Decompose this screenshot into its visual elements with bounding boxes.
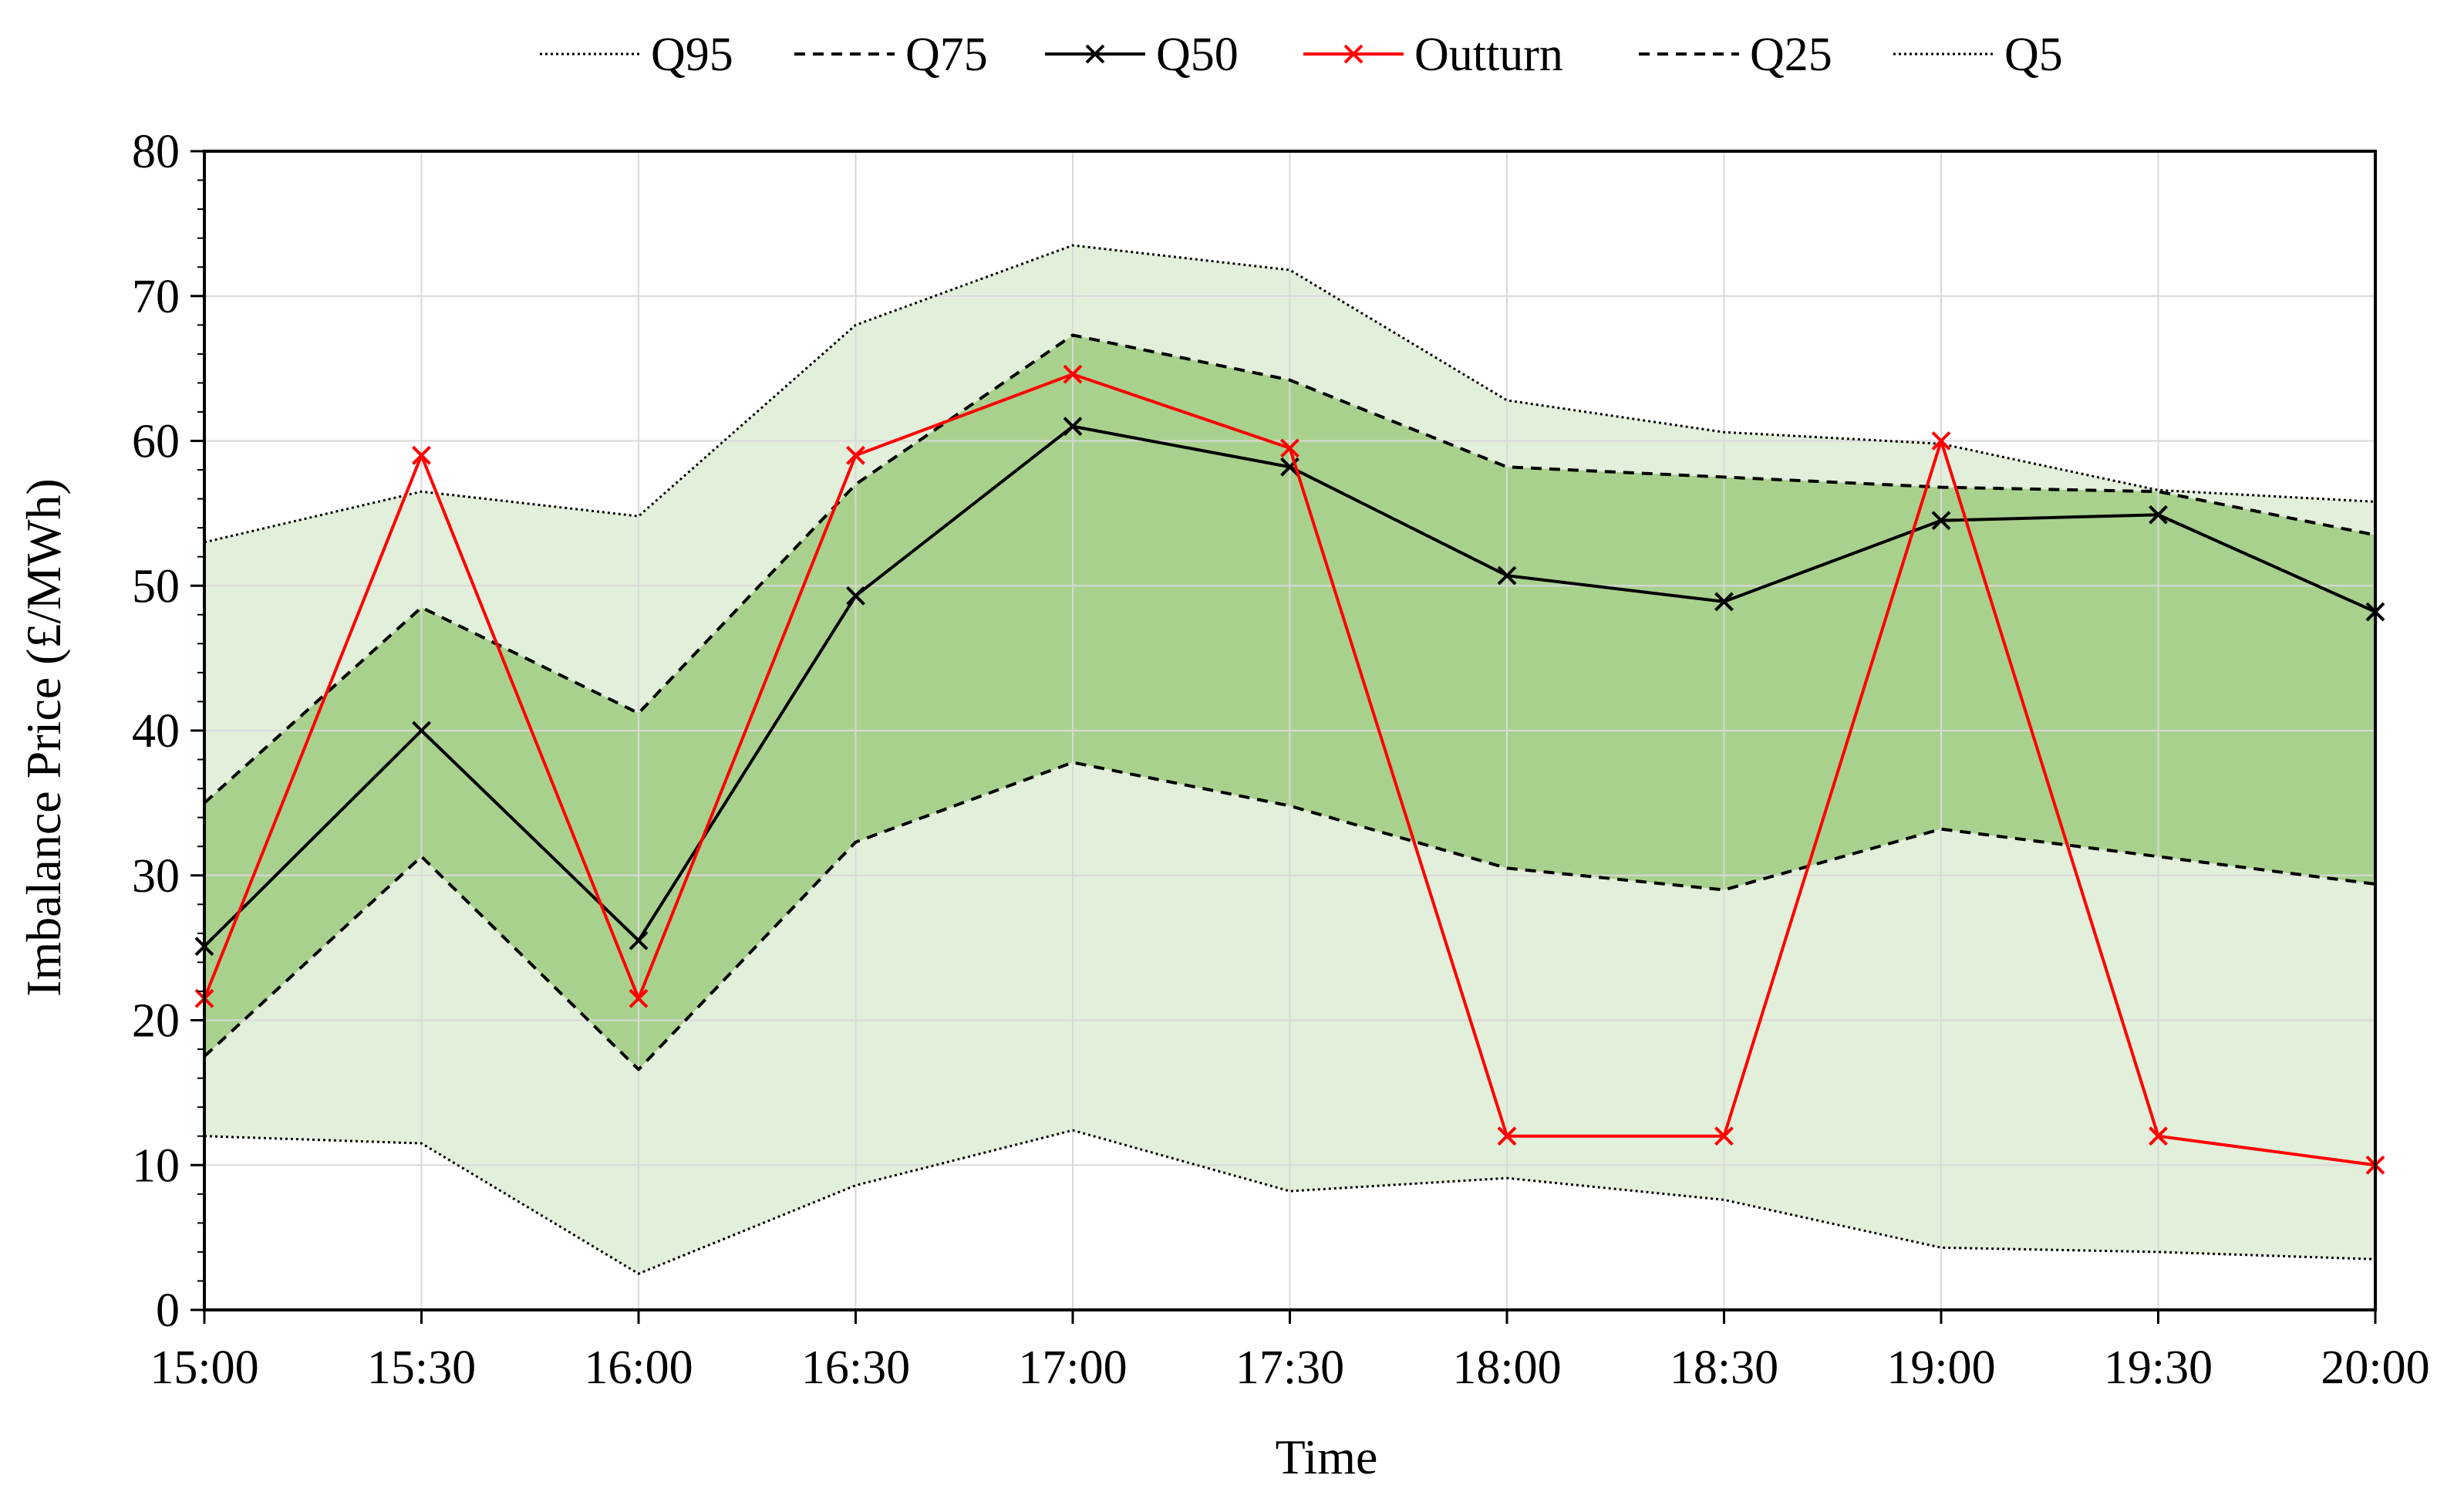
y-axis-title: Imbalance Price (£/MWh) [16,478,71,997]
marker-outturn-16-00 [629,988,649,1008]
x-tick-label-17-30: 17:30 [1235,1342,1344,1394]
x-tick-label-16-00: 16:00 [584,1342,693,1394]
y-tick-label-70: 70 [132,271,180,323]
marker-q50-19-30 [2149,505,2168,525]
y-tick-label-0: 0 [156,1284,180,1337]
legend-item-outturn: Outturn [1303,29,1563,81]
axis-ticks [190,150,2377,1324]
marker-outturn-18-00 [1497,1126,1517,1146]
y-tick-label-30: 30 [132,850,180,903]
y-tick-label-80: 80 [132,126,180,178]
series-line-q95 [204,244,2376,544]
marker-outturn-17-00 [1063,364,1083,384]
legend-label-q75: Q75 [905,29,988,81]
x-tick-label-19-00: 19:00 [1886,1342,1995,1394]
marker-q50-15-30 [412,721,431,741]
legend-marker-q50 [1085,44,1105,64]
marker-outturn-17-30 [1280,438,1299,458]
tick-labels: 0 10 20 30 40 50 60 70 80 15:00 15:30 16:00 16:30 17:… [132,126,2430,1394]
legend-item-q75: Q75 [794,29,988,81]
x-tick-label-15-00: 15:00 [150,1342,258,1394]
x-tick-label-20-00: 20:00 [2321,1342,2429,1394]
marker-q50-16-00 [629,930,649,950]
marker-q50-16-30 [846,586,865,606]
x-axis-title: Time [1276,1429,1378,1484]
legend-label-q5: Q5 [2004,29,2063,81]
y-tick-label-40: 40 [132,705,180,758]
marker-outturn-18-30 [1714,1126,1734,1146]
legend-marker-outturn [1343,44,1363,64]
marker-q50-18-00 [1497,565,1517,586]
y-tick-label-10: 10 [132,1139,180,1192]
series-q95 [204,244,2376,544]
series-outturn [194,364,2385,1175]
x-tick-label-19-30: 19:30 [2104,1342,2213,1394]
marker-outturn-16-30 [846,445,865,465]
series-q5 [204,1129,2376,1275]
x-tick-label-18-30: 18:30 [1670,1342,1778,1394]
legend-item-q50: Q50 [1045,29,1239,81]
legend-label-outturn: Outturn [1414,29,1563,81]
marker-outturn-19-30 [2149,1126,2168,1146]
marker-q50-17-00 [1063,417,1083,437]
marker-q50-18-30 [1714,592,1734,612]
marker-q50-19-00 [1931,511,1951,531]
x-tick-label-18-00: 18:00 [1452,1342,1561,1394]
marker-outturn-19-00 [1931,431,1951,451]
series-line-q5 [204,1129,2376,1275]
legend-item-q25: Q25 [1639,29,1832,81]
gridlines [204,151,2375,1310]
legend-item-q5: Q5 [1893,29,2063,81]
x-tick-label-15-30: 15:30 [367,1342,476,1394]
series-line-q75 [203,333,2376,805]
x-tick-label-16-30: 16:30 [801,1342,910,1394]
legend-label-q50: Q50 [1156,29,1239,81]
series-q50 [194,417,2385,957]
series-q75 [203,333,2376,805]
legend-label-q25: Q25 [1750,29,1832,81]
y-tick-label-20: 20 [132,995,180,1048]
legend-label-q95: Q95 [651,29,733,81]
marker-outturn-15-30 [412,445,431,465]
legend-item-q95: Q95 [540,29,733,81]
x-tick-label-17-00: 17:00 [1018,1342,1127,1394]
series-lines [194,244,2385,1275]
legend: Q95 Q75 Q50 Outturn Q25 Q5 [540,29,2063,81]
y-tick-label-60: 60 [132,416,180,468]
y-tick-label-50: 50 [132,560,180,613]
